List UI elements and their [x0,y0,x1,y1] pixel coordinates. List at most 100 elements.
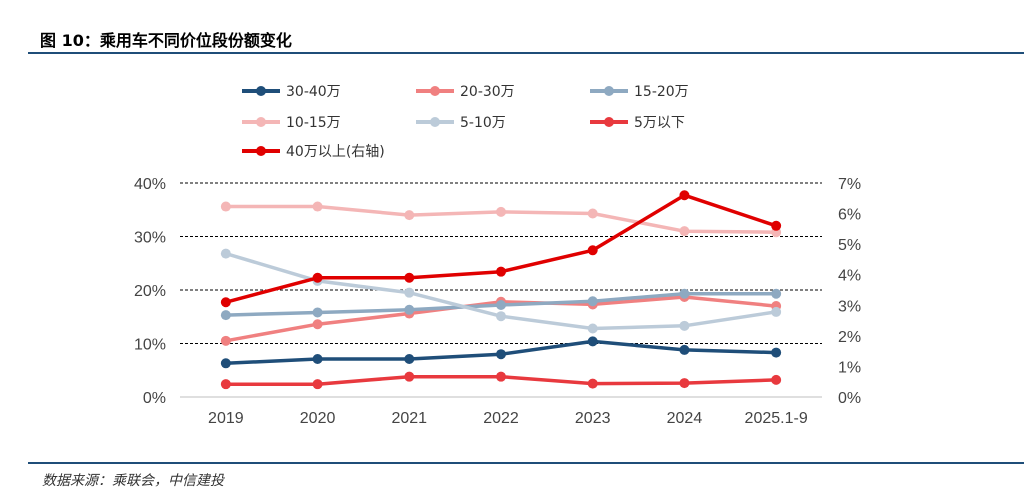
right-tick-label: 3% [838,298,861,315]
left-axis: 0% 10% 20% 30% 40% [134,176,166,407]
x-tick-label: 2019 [208,410,244,427]
legend-item-5-10: 5-10万 [416,115,506,131]
data-point [404,210,415,221]
left-tick-label: 20% [134,283,166,300]
series-40 [220,190,782,308]
legend-swatch-marker [256,117,266,127]
data-point [496,206,506,217]
gridlines [180,182,822,398]
x-tick-label: 2022 [483,410,519,427]
left-tick-label: 40% [134,176,166,193]
data-point [771,374,782,385]
legend-item-15-20: 15-20万 [590,84,689,100]
legend-swatch-marker [256,146,266,156]
legend-swatch-marker [430,86,440,96]
data-point [404,371,415,382]
data-point [312,319,323,330]
data-point [771,288,782,299]
data-point [220,297,231,308]
x-tick-label: 2021 [391,410,427,427]
data-point [771,306,782,317]
data-point [312,354,323,365]
data-point [220,358,231,369]
data-point [679,344,690,355]
data-point [220,310,231,321]
data-point [587,378,598,389]
legend-item-20-30: 20-30万 [416,84,515,100]
x-tick-label: 2020 [300,410,336,427]
data-point [496,266,506,277]
right-tick-label: 4% [838,268,861,285]
data-point [220,335,231,346]
data-point [404,272,415,283]
data-point [587,323,598,334]
data-point [496,311,506,322]
data-point [587,296,598,307]
legend-item-10-15: 10-15万 [242,115,341,131]
legend-item-30-40: 30-40万 [242,84,341,100]
legend-swatch-marker [430,117,440,127]
data-point [771,347,782,358]
data-point [404,287,415,298]
legend-swatch-marker [604,86,614,96]
data-point [679,226,690,237]
data-point [312,379,323,390]
series-30-40 [220,336,782,369]
right-tick-label: 0% [838,390,861,407]
data-point [679,190,690,201]
x-tick-label: 2023 [575,410,611,427]
source-note: 数据来源：乘联会，中信建投 [42,473,224,489]
data-point [404,354,415,365]
title-divider [28,52,1024,54]
left-tick-label: 10% [134,337,166,354]
legend-label: 5-10万 [460,115,506,131]
data-point [220,379,231,390]
data-point [679,378,690,389]
data-point [496,299,506,310]
data-point [587,208,598,219]
data-point [587,336,598,347]
x-axis: 2019 2020 2021 2022 2023 2024 2025.1-9 [208,410,808,427]
line-chart: 30-40万 20-30万 15-20万 10-15万 5-10万 5万以下 40万以上(右… [134,84,861,427]
right-tick-label: 7% [838,176,861,193]
legend-item-40: 40万以上(右轴) [242,144,385,160]
chart-legend: 30-40万 20-30万 15-20万 10-15万 5-10万 5万以下 40万以上(右… [242,84,689,160]
data-point [771,220,782,231]
data-point [312,307,323,318]
series-15-20 [220,288,782,321]
series-lines [220,190,782,390]
legend-label: 30-40万 [286,84,341,100]
legend-label: 40万以上(右轴) [286,144,385,160]
series-5-10 [220,248,782,334]
data-point [679,320,690,331]
data-point [404,304,415,315]
right-tick-label: 2% [838,329,861,346]
data-point [587,245,598,256]
legend-swatch-marker [256,86,266,96]
right-tick-label: 5% [838,237,861,254]
data-point [312,272,323,283]
chart-title: 图 10：乘用车不同价位段份额变化 [40,31,292,50]
legend-label: 15-20万 [634,84,689,100]
data-point [679,288,690,299]
legend-label: 5万以下 [634,115,685,131]
series-5 [220,371,782,390]
data-point [220,201,231,212]
right-tick-label: 6% [838,207,861,224]
right-tick-label: 1% [838,359,861,376]
legend-item-5: 5万以下 [590,115,685,131]
x-tick-label: 2025.1-9 [745,410,808,427]
legend-label: 10-15万 [286,115,341,131]
legend-label: 20-30万 [460,84,515,100]
left-tick-label: 0% [143,390,166,407]
legend-swatch-marker [604,117,614,127]
data-point [496,371,506,382]
right-axis: 0% 1% 2% 3% 4% 5% 6% 7% [838,176,861,407]
data-point [312,201,323,212]
left-tick-label: 30% [134,230,166,247]
data-point [496,349,506,360]
x-tick-label: 2024 [667,410,703,427]
series-10-15 [220,201,782,238]
footer-divider [28,462,1024,464]
data-point [220,248,231,259]
